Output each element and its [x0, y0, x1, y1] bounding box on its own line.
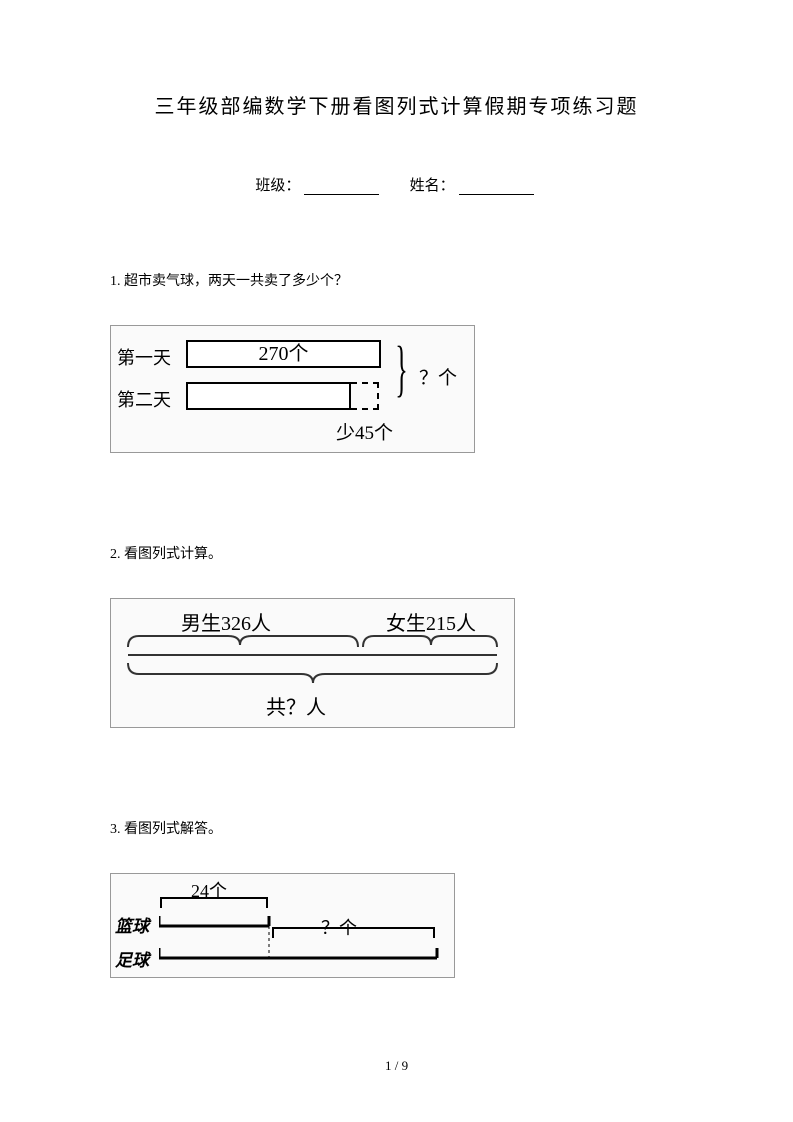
class-blank	[304, 194, 379, 195]
name-label: 姓名：	[410, 178, 455, 194]
page-total: 9	[402, 1058, 409, 1073]
q3-svg	[159, 896, 449, 971]
girls-label: 女生215人	[386, 607, 476, 636]
page-number: 1 / 9	[0, 1058, 793, 1074]
diagram-2: 男生326人 女生215人 共？人	[110, 598, 515, 728]
diagram-1: 第一天 第二天 270个 } ？个 少45个	[110, 325, 475, 453]
basketball-label: 篮球	[115, 912, 149, 937]
page-title: 三年级部编数学下册看图列式计算假期专项练习题	[110, 90, 683, 119]
day2-dashed	[351, 382, 379, 410]
day1-bar: 270个	[186, 340, 381, 368]
question-2: 2. 看图列式计算。	[110, 543, 683, 563]
name-blank	[459, 194, 534, 195]
day1-label: 第一天	[117, 344, 171, 370]
q2-number: 2.	[110, 547, 121, 562]
q1-less-label: 少45个	[336, 418, 393, 445]
day2-label: 第二天	[117, 386, 171, 412]
day2-bar	[186, 382, 351, 410]
football-label: 足球	[115, 946, 149, 971]
q2-text: 看图列式计算。	[124, 547, 222, 562]
page-sep: /	[391, 1058, 401, 1073]
brace-icon: }	[395, 339, 407, 401]
form-line: 班级： 姓名：	[110, 174, 683, 195]
question-1: 1. 超市卖气球，两天一共卖了多少个？	[110, 270, 683, 290]
q3-text: 看图列式解答。	[124, 822, 222, 837]
total-label: 共？人	[266, 691, 326, 720]
diagram-3: 24个 ？个 篮球 足球	[110, 873, 455, 978]
question-3: 3. 看图列式解答。	[110, 818, 683, 838]
class-label: 班级：	[255, 178, 300, 194]
q1-question-mark: ？个	[419, 363, 457, 390]
q1-text: 超市卖气球，两天一共卖了多少个？	[124, 274, 348, 289]
q1-number: 1.	[110, 274, 121, 289]
brace-svg	[123, 633, 503, 688]
boys-label: 男生326人	[181, 607, 271, 636]
q3-number: 3.	[110, 822, 121, 837]
